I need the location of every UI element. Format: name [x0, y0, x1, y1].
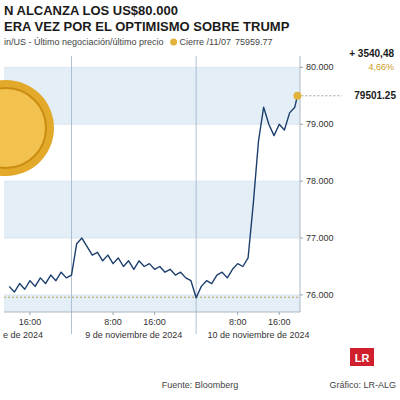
legend-close-value: 75959.77 — [235, 37, 273, 47]
grid-band — [4, 295, 300, 312]
last-value-label: 79501.25 — [354, 90, 396, 101]
day-separators — [72, 56, 197, 334]
title: N ALCANZA LOS US$80.000 — [4, 3, 178, 18]
plot-marks — [4, 96, 300, 298]
coin-inner — [0, 88, 46, 168]
grid — [4, 67, 300, 312]
logo: LR — [355, 352, 370, 364]
price-line — [9, 96, 297, 298]
grid-band — [4, 181, 300, 238]
coin-icon — [0, 80, 54, 176]
y-tick-label: 79.000 — [306, 119, 334, 129]
y-tick — [300, 294, 303, 295]
close-line — [4, 297, 300, 298]
x-tick-label: 8:00 — [229, 317, 247, 327]
x-axis — [4, 312, 300, 313]
y-tick-label: 80.000 — [306, 62, 334, 72]
x-tick — [279, 312, 280, 315]
y-tick-label: 78.000 — [306, 176, 334, 186]
date-label: e de 2024 — [3, 330, 43, 340]
day-separator — [196, 56, 197, 334]
source: Fuente: Bloomberg — [162, 380, 239, 390]
grid-line — [4, 67, 300, 68]
x-tick-label: 16:00 — [19, 317, 42, 327]
y-tick — [300, 124, 303, 125]
y-tick — [300, 238, 303, 239]
day-separator — [71, 56, 72, 334]
subtitle: ERA VEZ POR EL OPTIMISMO SOBRE TRUMP — [4, 19, 290, 34]
grid-line — [4, 238, 300, 239]
chart: N ALCANZA LOS US$80.000ERA VEZ POR EL OP… — [0, 0, 400, 400]
last-value-leader — [297, 95, 342, 96]
x-tick — [154, 312, 155, 315]
y-tick-label: 77.000 — [306, 233, 334, 243]
last-value-dot — [293, 92, 301, 100]
x-tick — [237, 312, 238, 315]
x-tick — [29, 312, 30, 315]
x-tick-label: 16:00 — [143, 317, 166, 327]
y-tick — [300, 181, 303, 182]
legend-label: in/US - Último negociación/último precio — [4, 37, 164, 47]
date-label: 9 de noviembre de 2024 — [85, 330, 182, 340]
x-tick-label: 16:00 — [268, 317, 291, 327]
y-tick-label: 76.000 — [306, 290, 334, 300]
x-tick — [113, 312, 114, 315]
change-pct-label: 4,66% — [368, 62, 394, 72]
grid-line — [4, 294, 300, 295]
logo-box — [350, 348, 374, 366]
coin — [0, 80, 54, 176]
y-tick — [300, 67, 303, 68]
credit: Gráfico: LR-ALG — [329, 380, 396, 390]
legend-close-label: Cierre /11/07 — [180, 37, 231, 47]
change-label: + 3540,48 — [349, 48, 394, 59]
date-label: 10 de noviembre de 2024 — [207, 330, 309, 340]
x-tick-label: 8:00 — [104, 317, 122, 327]
legend-close-dot — [170, 39, 177, 46]
